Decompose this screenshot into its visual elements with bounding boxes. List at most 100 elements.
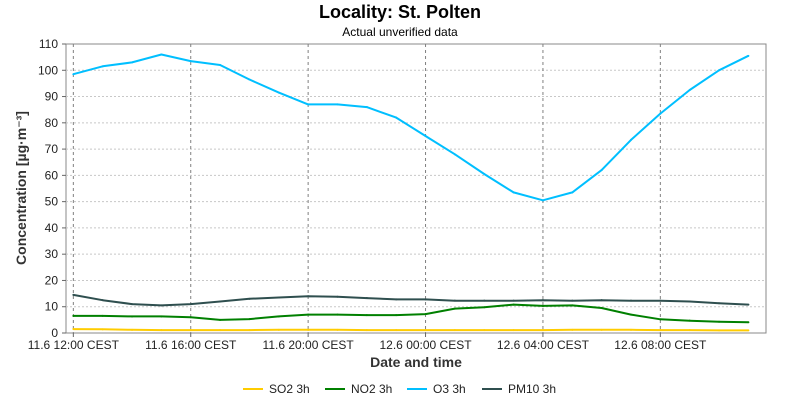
data-point-so2 bbox=[365, 329, 368, 332]
x-tick-label: 11.6 20:00 CEST bbox=[263, 338, 355, 352]
data-point-so2 bbox=[512, 329, 515, 332]
y-tick-label: 70 bbox=[45, 142, 59, 156]
data-point-no2 bbox=[101, 314, 104, 317]
data-point-o3 bbox=[747, 54, 750, 57]
data-point-o3 bbox=[424, 134, 427, 137]
series-layer bbox=[72, 53, 750, 332]
data-point-no2 bbox=[571, 304, 574, 307]
x-tick-label: 11.6 12:00 CEST bbox=[28, 338, 120, 352]
data-point-no2 bbox=[541, 304, 544, 307]
data-point-no2 bbox=[219, 318, 222, 321]
data-point-so2 bbox=[424, 329, 427, 332]
data-point-pm10 bbox=[101, 299, 104, 302]
data-point-no2 bbox=[189, 316, 192, 319]
data-point-no2 bbox=[747, 321, 750, 324]
data-point-no2 bbox=[600, 307, 603, 310]
x-tick-label: 11.6 16:00 CEST bbox=[145, 338, 237, 352]
data-point-pm10 bbox=[307, 295, 310, 298]
data-point-no2 bbox=[336, 313, 339, 316]
data-point-o3 bbox=[541, 199, 544, 202]
data-point-no2 bbox=[453, 307, 456, 310]
data-point-o3 bbox=[101, 65, 104, 68]
data-point-pm10 bbox=[424, 298, 427, 301]
data-point-pm10 bbox=[747, 303, 750, 306]
data-point-no2 bbox=[160, 315, 163, 318]
data-point-o3 bbox=[219, 64, 222, 67]
data-point-o3 bbox=[189, 60, 192, 63]
data-point-pm10 bbox=[395, 298, 398, 301]
data-point-no2 bbox=[629, 313, 632, 316]
data-point-no2 bbox=[248, 318, 251, 321]
legend-label-pm10: PM10 3h bbox=[508, 382, 556, 396]
data-point-so2 bbox=[336, 328, 339, 331]
data-point-pm10 bbox=[541, 299, 544, 302]
data-point-o3 bbox=[72, 73, 75, 76]
data-point-o3 bbox=[160, 53, 163, 56]
data-point-so2 bbox=[277, 328, 280, 331]
legend-label-so2: SO2 3h bbox=[269, 382, 310, 396]
data-point-pm10 bbox=[512, 299, 515, 302]
data-point-o3 bbox=[336, 103, 339, 106]
chart-subtitle: Actual unverified data bbox=[342, 25, 458, 39]
data-point-so2 bbox=[101, 328, 104, 331]
x-tick-label: 12.6 04:00 CEST bbox=[497, 338, 590, 352]
y-tick-label: 50 bbox=[45, 195, 59, 209]
data-point-so2 bbox=[160, 329, 163, 332]
data-point-pm10 bbox=[629, 299, 632, 302]
data-point-no2 bbox=[365, 314, 368, 317]
data-point-so2 bbox=[248, 329, 251, 332]
data-point-so2 bbox=[718, 329, 721, 332]
data-point-no2 bbox=[307, 313, 310, 316]
data-point-so2 bbox=[688, 329, 691, 332]
data-point-no2 bbox=[718, 320, 721, 323]
data-point-o3 bbox=[483, 173, 486, 176]
data-point-pm10 bbox=[219, 300, 222, 303]
data-point-no2 bbox=[395, 314, 398, 317]
data-point-o3 bbox=[659, 112, 662, 115]
series-line-o3 bbox=[73, 53, 749, 202]
data-point-pm10 bbox=[571, 299, 574, 302]
y-tick-label: 0 bbox=[51, 326, 58, 340]
y-tick-label: 40 bbox=[45, 221, 59, 235]
x-tick-label: 12.6 08:00 CEST bbox=[614, 338, 707, 352]
data-point-pm10 bbox=[336, 295, 339, 298]
y-tick-label: 100 bbox=[38, 63, 58, 77]
data-point-pm10 bbox=[453, 299, 456, 302]
data-point-so2 bbox=[395, 329, 398, 332]
data-point-pm10 bbox=[72, 293, 75, 296]
data-point-o3 bbox=[718, 69, 721, 72]
data-point-pm10 bbox=[483, 299, 486, 302]
data-point-pm10 bbox=[600, 299, 603, 302]
data-point-so2 bbox=[189, 329, 192, 332]
data-point-so2 bbox=[307, 328, 310, 331]
data-point-o3 bbox=[131, 61, 134, 64]
data-point-pm10 bbox=[365, 297, 368, 300]
data-point-pm10 bbox=[688, 300, 691, 303]
y-tick-label: 60 bbox=[45, 168, 59, 182]
data-point-no2 bbox=[131, 315, 134, 318]
series-line-so2 bbox=[73, 328, 749, 332]
data-point-no2 bbox=[72, 314, 75, 317]
data-point-so2 bbox=[600, 328, 603, 331]
x-axis-ticks: 11.6 12:00 CEST 11.6 16:00 CEST 11.6 20:00… bbox=[28, 333, 707, 352]
data-point-so2 bbox=[72, 328, 75, 331]
data-point-no2 bbox=[512, 303, 515, 306]
data-point-so2 bbox=[483, 329, 486, 332]
plot-area bbox=[65, 43, 767, 334]
data-point-pm10 bbox=[189, 303, 192, 306]
data-point-o3 bbox=[395, 116, 398, 119]
data-point-no2 bbox=[483, 306, 486, 309]
y-tick-label: 30 bbox=[45, 247, 59, 261]
data-point-pm10 bbox=[160, 304, 163, 307]
y-tick-label: 20 bbox=[45, 273, 59, 287]
x-gridlines bbox=[72, 44, 661, 333]
data-point-so2 bbox=[219, 329, 222, 332]
data-point-so2 bbox=[659, 329, 662, 332]
data-point-so2 bbox=[629, 328, 632, 331]
legend-label-no2: NO2 3h bbox=[351, 382, 392, 396]
data-point-no2 bbox=[688, 319, 691, 322]
y-tick-label: 10 bbox=[45, 300, 59, 314]
series-line-no2 bbox=[73, 303, 749, 324]
data-point-o3 bbox=[307, 103, 310, 106]
data-point-pm10 bbox=[718, 302, 721, 305]
